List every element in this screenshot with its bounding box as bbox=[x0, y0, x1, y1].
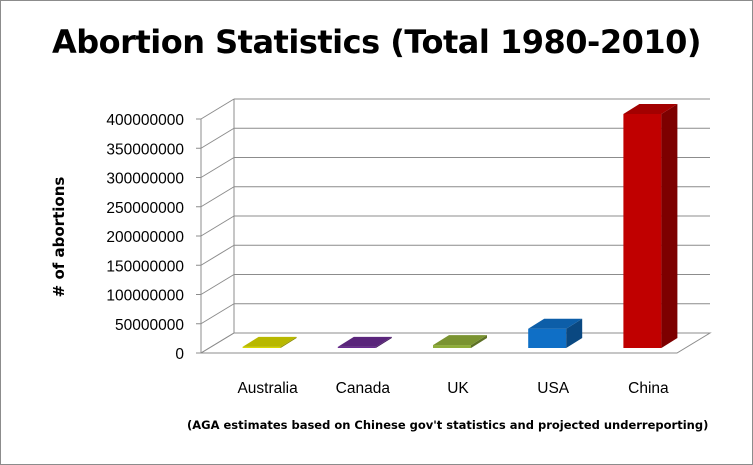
bar-usa-side bbox=[566, 318, 583, 348]
bar-china-top bbox=[623, 104, 678, 114]
gridline-side bbox=[200, 244, 235, 266]
y-tick-label: 250000000 bbox=[106, 200, 184, 217]
bar-usa-top bbox=[528, 318, 583, 329]
x-tick-label: Canada bbox=[336, 380, 391, 397]
bar-australia-side bbox=[280, 336, 297, 348]
bar-canada-top bbox=[337, 336, 392, 347]
gridline-side bbox=[200, 215, 235, 237]
y-tick-label: 200000000 bbox=[106, 229, 184, 246]
bar-china-front bbox=[623, 114, 662, 348]
y-tick-label: 300000000 bbox=[106, 171, 184, 188]
gridline-side bbox=[200, 98, 235, 120]
bar-australia-front bbox=[242, 346, 281, 348]
bar-canada-front bbox=[337, 346, 376, 348]
x-tick-label: China bbox=[628, 380, 669, 397]
gridline-side bbox=[200, 274, 235, 295]
y-axis-label: # of abortions bbox=[50, 176, 68, 298]
bar-uk-side bbox=[471, 335, 487, 348]
x-tick-label: USA bbox=[537, 380, 570, 397]
bar-canada-side bbox=[375, 336, 392, 348]
bar-australia-top bbox=[242, 336, 297, 347]
bar-uk-top bbox=[433, 335, 487, 346]
bar-usa-front bbox=[528, 328, 567, 348]
gridline-side bbox=[200, 127, 235, 149]
gridline-side bbox=[200, 303, 235, 325]
y-tick-label: 400000000 bbox=[106, 112, 184, 129]
y-tick-label: 50000000 bbox=[115, 317, 184, 334]
y-tick-label: 100000000 bbox=[106, 288, 184, 305]
footnote: (AGA estimates based on Chinese gov't st… bbox=[187, 418, 709, 432]
x-tick-label: Australia bbox=[237, 380, 298, 397]
y-tick-label: 150000000 bbox=[106, 258, 184, 275]
gridline-side bbox=[200, 157, 235, 178]
gridline-side bbox=[200, 186, 235, 208]
y-tick-label: 350000000 bbox=[106, 141, 184, 158]
chart-title: Abortion Statistics (Total 1980-2010) bbox=[52, 23, 702, 61]
bar-uk-front bbox=[433, 345, 471, 348]
x-tick-label: UK bbox=[447, 380, 469, 397]
bar-china-side bbox=[661, 104, 678, 348]
y-tick-label: 0 bbox=[175, 346, 184, 363]
gridline-side bbox=[200, 332, 235, 354]
